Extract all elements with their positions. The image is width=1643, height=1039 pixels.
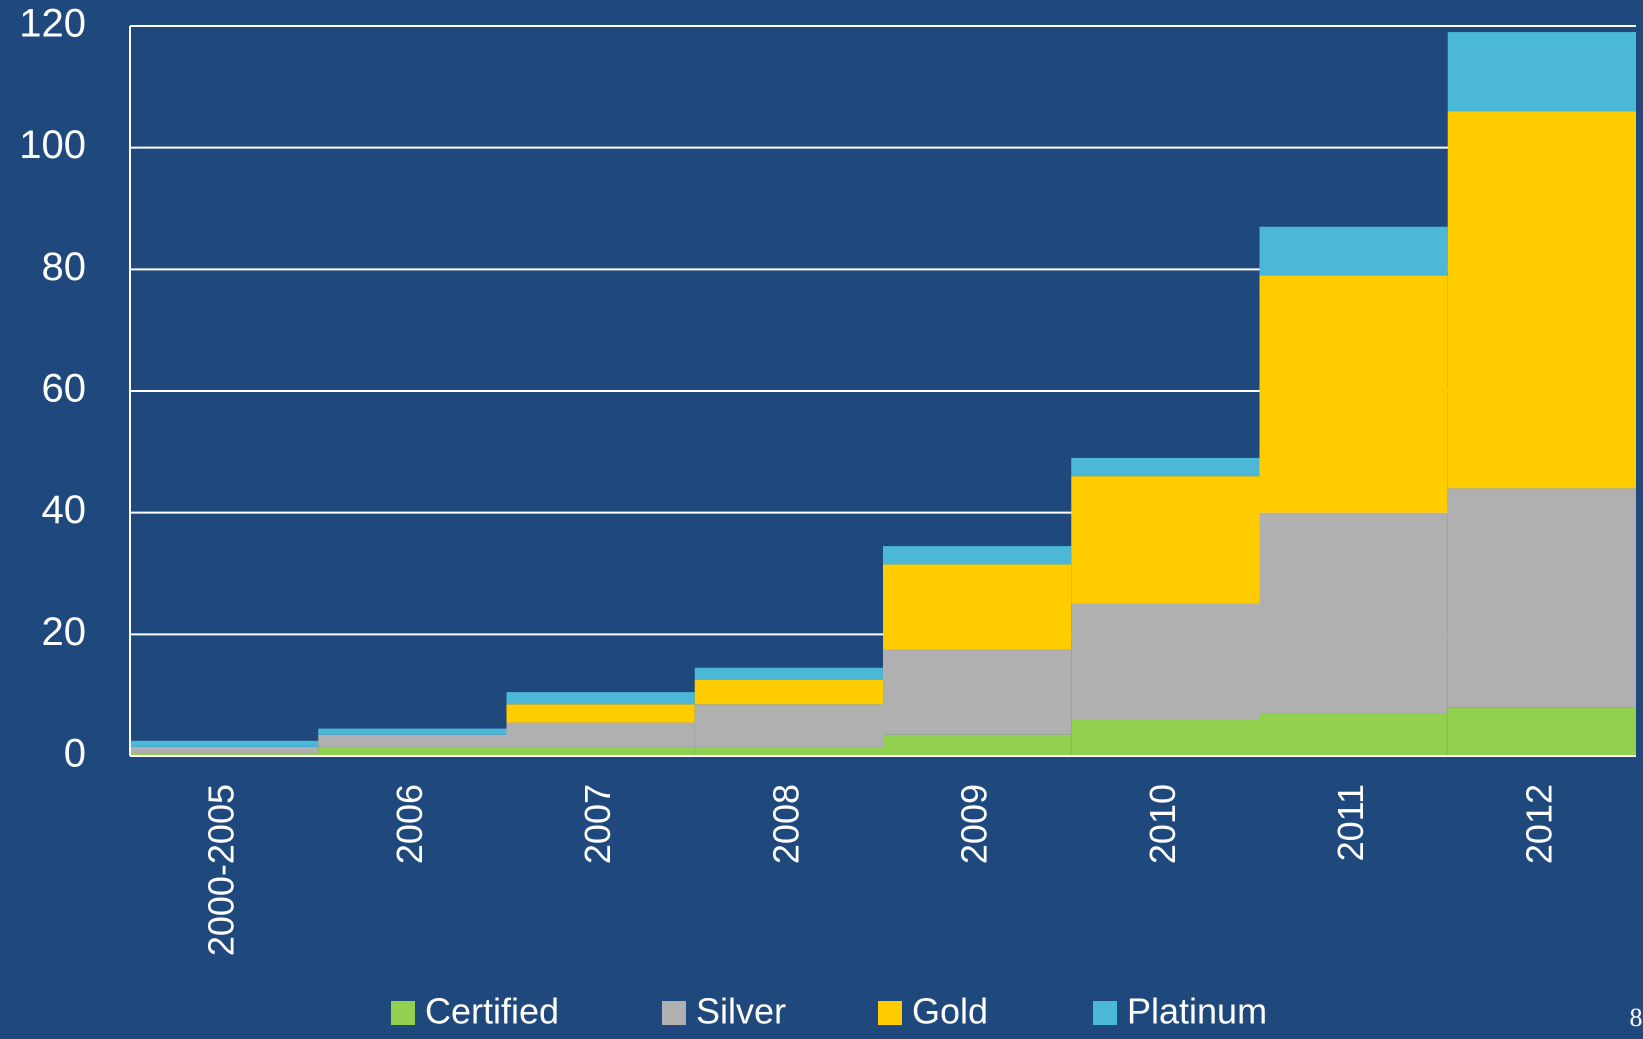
legend-label: Silver [696,991,786,1032]
legend-swatch [878,1001,902,1025]
bar-segment [1071,476,1260,604]
bar-segment [130,752,319,756]
y-tick-label: 60 [42,367,87,411]
legend-swatch [391,1001,415,1025]
x-tick-label: 2012 [1518,784,1559,864]
bar-segment [130,746,319,753]
bar-segment [1447,488,1636,708]
x-tick-label: 2008 [765,784,806,864]
y-tick-label: 120 [19,2,86,46]
bar-segment [1259,512,1448,714]
bar-segment [883,564,1072,650]
bar-segment [318,734,507,747]
y-tick-label: 100 [19,123,86,167]
bar-segment [1071,719,1260,756]
x-tick-label: 2010 [1142,784,1183,864]
bar-segment [1447,111,1636,489]
bar-segment [1259,275,1448,513]
legend-label: Certified [425,991,559,1032]
bar-segment [506,722,695,747]
bar-segment [694,679,883,705]
page-number: 8 [1630,1003,1643,1032]
x-tick-label: 2011 [1330,784,1371,861]
bar-segment [318,728,507,735]
bar-segment [1071,603,1260,720]
bar-segment [1259,713,1448,756]
bar-segment [506,746,695,756]
y-tick-label: 0 [64,732,86,776]
bar-segment [883,546,1072,565]
bar-segment [883,649,1072,735]
y-tick-label: 80 [42,245,87,289]
bar-segment [883,734,1072,756]
bar-segment [506,692,695,705]
y-tick-label: 20 [42,610,87,654]
legend-swatch [662,1001,686,1025]
x-tick-label: 2007 [577,784,618,864]
legend-swatch [1093,1001,1117,1025]
bar-segment [1447,707,1636,756]
bar-segment [1447,32,1636,112]
bar-segment [694,746,883,756]
y-tick-label: 40 [42,488,87,532]
x-tick-label: 2000-2005 [201,784,242,956]
bar-segment [1259,226,1448,276]
bar-segment [694,667,883,680]
x-tick-label: 2006 [389,784,430,864]
bar-segment [694,704,883,747]
bar-segment [506,704,695,723]
x-tick-label: 2009 [954,784,995,864]
legend-label: Platinum [1127,991,1267,1032]
bar-segment [130,740,319,747]
bar-segment [318,746,507,756]
legend-label: Gold [912,991,988,1032]
bar-segment [1071,457,1260,477]
